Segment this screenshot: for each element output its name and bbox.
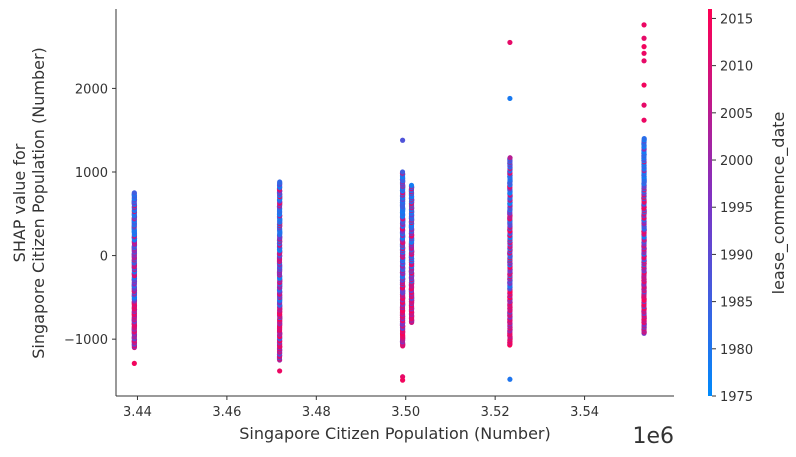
scatter-point [277,368,283,374]
y-tick-label: 0 [100,250,108,265]
scatter-point [507,376,513,382]
scatter-point [400,137,406,143]
x-axis-ticks: 3.44 3.46 3.48 3.50 3.52 3.54 [123,396,599,420]
scatter-point [641,102,647,108]
scatter-point [507,95,513,102]
colorbar-tick-label: 1995 [720,201,753,216]
y-tick-label: 1000 [75,166,108,181]
colorbar-tick-label: 2015 [720,12,753,27]
scatter-point [641,44,647,50]
scatter-point [131,190,137,196]
scatter-point [507,39,513,46]
y-axis-title-line1: SHAP value for [10,143,29,262]
x-tick-label: 3.52 [481,405,510,420]
colorbar-tick-label: 1990 [720,248,753,263]
scatter-point [277,179,283,185]
scatter-point [399,169,406,175]
y-tick-label: 2000 [75,82,108,97]
scatter-point [408,182,415,188]
scatter-point [641,35,647,41]
colorbar-label: lease_commence_date [769,112,789,295]
scatter-points [131,22,647,383]
y-axis-ticks: −1000 0 1000 2000 [64,82,116,348]
x-axis-title: Singapore Citizen Population (Number) [239,424,551,443]
colorbar-tick-label: 1975 [720,390,753,405]
x-tick-label: 3.44 [123,405,152,420]
scatter-point [641,22,647,28]
scatter-point [400,377,406,383]
scatter-point [641,135,647,142]
colorbar-ticks: 1975 1980 1985 1990 1995 2000 2005 2010 2015 [712,12,753,405]
scatter-point [641,82,647,88]
scatter-point [641,50,647,56]
colorbar-tick-label: 1985 [720,296,753,311]
x-tick-label: 3.46 [212,405,241,420]
scatter-point [131,360,137,366]
scatter-point [641,58,647,64]
scatter-point [507,155,513,161]
colorbar-tick-label: 2010 [720,60,753,75]
colorbar [708,9,712,396]
y-axis-title-line2: Singapore Citizen Population (Number) [29,47,48,359]
x-tick-label: 3.50 [391,405,420,420]
x-tick-label: 3.48 [302,405,331,420]
y-tick-label: −1000 [64,333,108,348]
colorbar-tick-label: 2005 [720,107,753,122]
x-tick-label: 3.54 [570,405,599,420]
x-axis-offset-label: 1e6 [632,424,674,449]
scatter-point [641,117,647,123]
colorbar-tick-label: 1980 [720,343,753,358]
colorbar-tick-label: 2000 [720,154,753,169]
